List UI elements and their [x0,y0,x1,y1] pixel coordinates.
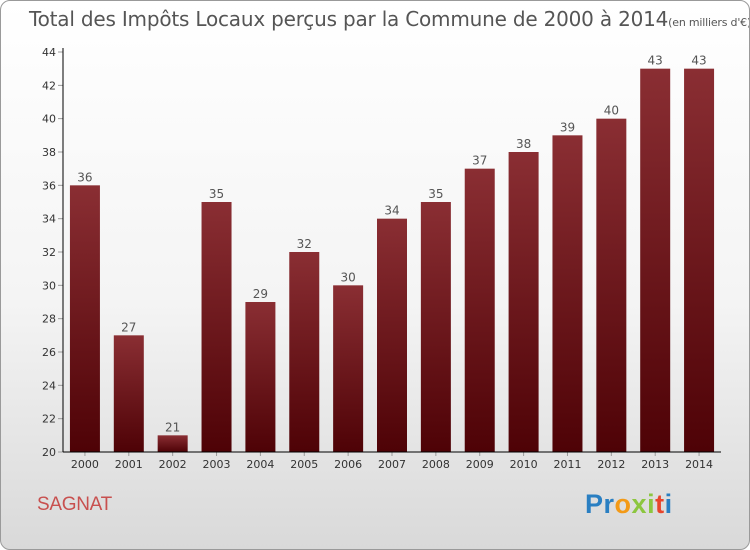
bar-2008 [420,202,451,452]
logo-letter: o [614,489,632,519]
x-tick-label-2001: 2001 [115,458,143,471]
x-tick-label-2008: 2008 [422,458,450,471]
logo-letter: t [655,489,665,519]
data-label-2014: 43 [691,54,706,68]
y-tick-label-30: 30 [42,279,56,292]
bar-2012 [596,118,627,453]
data-label-2013: 43 [648,54,663,68]
bar-2000 [69,185,100,453]
x-tick-label-2014: 2014 [685,458,713,471]
y-tick-label-26: 26 [42,346,56,359]
x-tick-label-2012: 2012 [597,458,625,471]
x-tick-label-2011: 2011 [553,458,581,471]
x-tick-label-2003: 2003 [203,458,231,471]
data-label-2011: 39 [560,120,575,134]
data-label-2007: 34 [384,204,399,218]
bar-2009 [464,168,495,452]
bar-2014 [684,68,715,453]
x-tick-label-2009: 2009 [466,458,494,471]
data-label-2005: 32 [297,237,312,251]
data-label-2008: 35 [428,187,443,201]
chart-title: Total des Impôts Locaux perçus par la Co… [29,7,750,31]
logo-letter: P [585,489,604,519]
logo-letter: x [631,489,648,519]
y-tick-label-42: 42 [42,79,56,92]
bar-2010 [508,152,539,452]
logo-letter: i [664,489,673,519]
data-label-2004: 29 [253,287,268,301]
bar-2002 [157,435,188,452]
x-tick-label-2006: 2006 [334,458,362,471]
x-tick-label-2013: 2013 [641,458,669,471]
bar-2006 [333,285,364,452]
y-tick-label-38: 38 [42,146,56,159]
logo-letter: i [647,489,656,519]
y-tick-label-36: 36 [42,179,56,192]
y-tick-label-24: 24 [42,379,56,392]
bar-2011 [552,135,583,453]
y-tick-label-34: 34 [42,213,56,226]
x-tick-label-2002: 2002 [159,458,187,471]
bar-2003 [201,202,232,452]
data-label-2000: 36 [77,170,92,184]
y-tick-label-22: 22 [42,413,56,426]
x-tick-label-2007: 2007 [378,458,406,471]
data-label-2010: 38 [516,137,531,151]
bar-2007 [377,218,407,452]
bar-2004 [245,302,276,452]
data-label-2001: 27 [121,320,136,334]
title-unit: (en milliers d'€) [668,16,750,29]
data-label-2003: 35 [209,187,224,201]
title-text: Total des Impôts Locaux perçus par la Co… [29,7,669,31]
x-tick-label-2010: 2010 [510,458,538,471]
data-label-2009: 37 [472,154,487,168]
logo-letter: r [603,489,615,519]
y-tick-label-44: 44 [42,46,56,59]
x-tick-label-2004: 2004 [246,458,274,471]
bar-2005 [289,252,320,452]
data-label-2012: 40 [604,104,619,118]
y-tick-label-28: 28 [42,313,56,326]
data-label-2002: 21 [165,420,180,434]
data-label-2006: 30 [340,270,355,284]
x-tick-label-2000: 2000 [71,458,99,471]
bar-2001 [113,335,144,452]
commune-name: SAGNAT [37,494,112,515]
y-tick-label-32: 32 [42,246,56,259]
y-tick-label-20: 20 [42,446,56,459]
proxiti-logo: Proxiti [585,489,673,520]
y-tick-label-40: 40 [42,113,56,126]
x-tick-label-2005: 2005 [290,458,318,471]
bar-2013 [640,68,671,453]
